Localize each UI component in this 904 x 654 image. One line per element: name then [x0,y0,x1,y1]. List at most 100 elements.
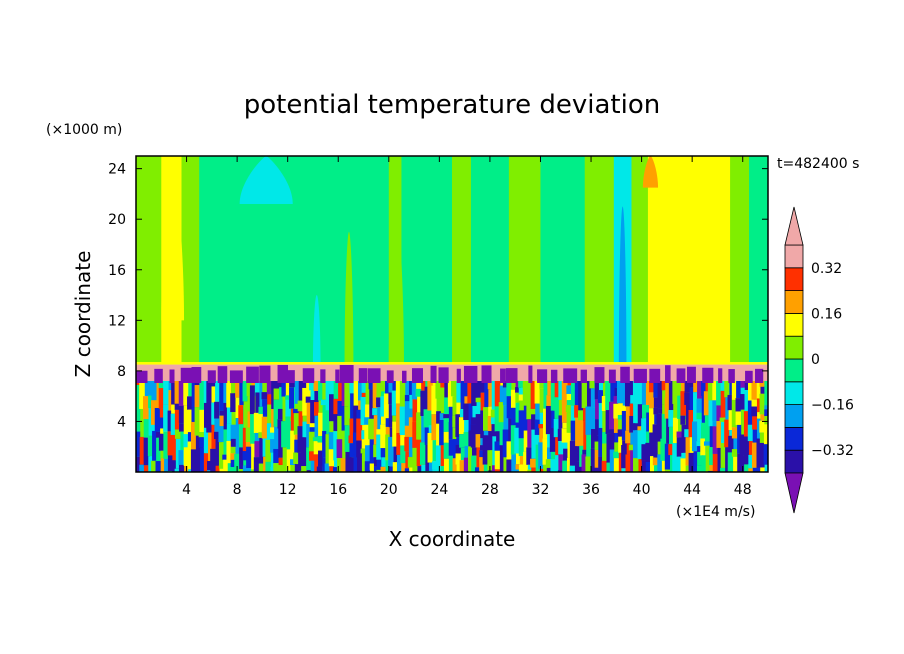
lower-cell [206,403,213,433]
lower-cell [139,436,147,465]
lower-cell [273,448,280,464]
upper-column [666,156,731,365]
lower-cell [167,455,176,472]
upper-plume [618,206,627,365]
lower-cell [585,406,593,435]
lower-cell [203,453,210,472]
upper-plume [388,200,404,365]
lower-cell [712,400,718,422]
lower-cell [546,447,553,460]
stable-bump [550,369,558,383]
lower-cell [242,451,250,461]
lower-cell [632,430,639,459]
lower-cell [206,380,216,404]
lower-cell [211,386,219,403]
lower-cell [586,434,592,457]
lower-cell [574,446,582,462]
upper-plume [239,156,293,205]
lower-cell [664,397,672,419]
lower-cell [314,454,322,472]
lower-cell [518,380,527,388]
lower-cell [333,431,340,461]
lower-cell [317,435,327,443]
lower-cell [586,380,594,407]
lower-cell [238,469,245,472]
lower-cell [404,394,413,402]
lower-cell [210,448,219,472]
lower-cell [234,453,242,472]
lower-cell [285,416,291,426]
lower-cell [412,447,419,472]
lower-cell [432,469,438,472]
lower-cell [372,380,380,409]
lower-cell [688,452,696,472]
lower-cell [712,453,718,472]
lower-cell [180,431,186,451]
lower-cell [302,415,309,422]
lower-cell [436,398,442,412]
lower-cell [471,447,481,456]
lower-cell [262,399,270,407]
stable-bump [154,368,163,383]
lower-cell [432,461,438,470]
lower-cell [684,392,693,405]
lower-cell [484,380,490,408]
lower-cell [246,446,252,469]
lower-cell [764,405,768,410]
lower-cell [752,429,760,443]
lower-cell [701,380,710,396]
upper-column [181,156,200,365]
upper-plume [455,187,468,365]
lower-cell [483,430,493,436]
lower-cell [633,458,642,472]
lower-cell [448,406,456,423]
y-tick-label: 24 [108,162,126,178]
lower-cell [230,393,236,413]
lower-cell [255,380,263,393]
lower-cell [463,403,472,421]
colorbar-tick-label: −0.32 [811,443,854,459]
lower-cell [743,411,752,437]
lower-cell [511,380,520,390]
lower-cell [467,380,473,404]
lower-cell [696,441,702,447]
lower-cell [253,457,260,472]
lower-cell [174,380,180,404]
lower-cell [653,445,662,458]
lower-cell [542,438,552,465]
lower-cell [563,448,571,461]
lower-cell [392,415,398,422]
lower-cell [621,405,628,411]
lower-cell [561,428,568,443]
lower-cell [214,401,220,419]
lower-cell [399,406,407,436]
lower-cell [139,464,146,472]
lower-cell [691,421,701,452]
lower-cell [735,398,741,412]
lower-cell [748,468,758,472]
lower-cell [567,380,574,386]
lower-cell [246,468,256,472]
lower-cell [223,459,232,472]
stable-bump [335,369,340,383]
lower-cell [178,405,187,424]
lower-cell [601,460,608,472]
lower-cell [590,407,599,430]
lower-cell [459,409,466,418]
lower-cell [151,424,157,431]
lower-cell [680,415,686,425]
lower-cell [720,390,728,418]
lower-cell [653,407,659,415]
x-tick-label: 8 [233,482,242,498]
lower-cell [147,380,155,396]
lower-cell [396,432,403,455]
lower-cell [593,467,600,472]
lower-cell [210,380,218,387]
lower-cell [562,422,569,429]
lower-cell [763,424,768,445]
lower-cell [649,432,656,457]
lower-cell [160,450,166,459]
lower-cell [376,469,383,472]
lower-cell [380,466,387,472]
lower-cell [174,409,181,430]
